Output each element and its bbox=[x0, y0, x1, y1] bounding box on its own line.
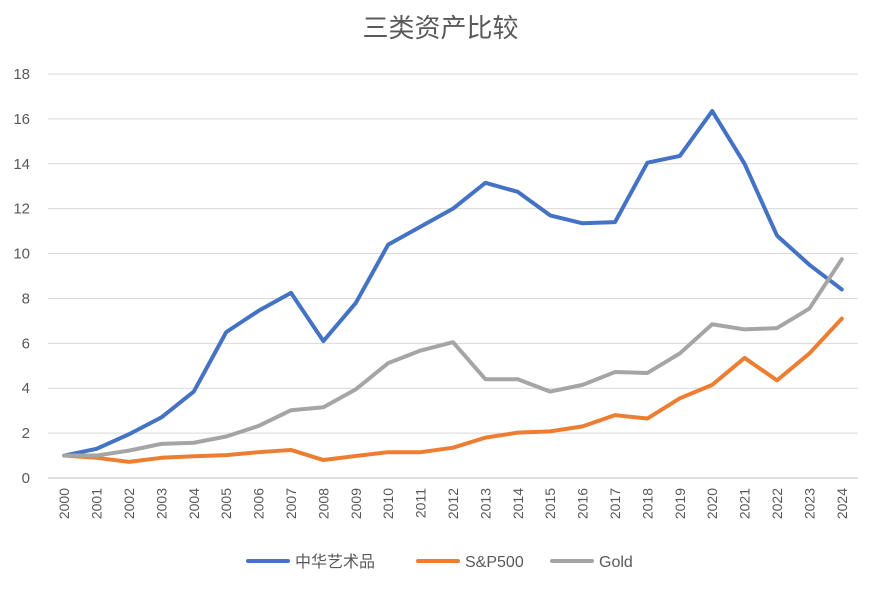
y-tick-label: 18 bbox=[13, 66, 30, 83]
series-line bbox=[62, 316, 844, 464]
y-tick-label: 8 bbox=[22, 290, 30, 307]
gridlines bbox=[48, 73, 858, 479]
y-axis-tick-labels: 0 2 4 6 8 10 12 14 16 18 bbox=[13, 66, 30, 487]
x-tick-label: 2022 bbox=[769, 488, 785, 519]
y-tick-label: 0 bbox=[22, 470, 30, 487]
x-tick-label: 2006 bbox=[251, 488, 267, 519]
x-tick-label: 2002 bbox=[121, 488, 137, 519]
y-tick-label: 4 bbox=[22, 380, 30, 397]
x-tick-label: 2007 bbox=[283, 488, 299, 519]
x-tick-label: 2008 bbox=[315, 488, 331, 519]
y-tick-label: 2 bbox=[22, 425, 30, 442]
x-axis-tick-labels: 2000 2001 2002 2003 2004 2005 2006 2007 2008 2009… bbox=[56, 488, 850, 519]
x-tick-label: 2010 bbox=[380, 488, 396, 519]
x-tick-label: 2016 bbox=[575, 488, 591, 519]
y-tick-label: 6 bbox=[22, 335, 30, 352]
chart-title: 三类资产比较 bbox=[362, 14, 519, 44]
legend-label: Gold bbox=[599, 554, 633, 571]
x-tick-label: 2021 bbox=[737, 488, 753, 519]
x-tick-label: 2003 bbox=[153, 488, 169, 519]
x-tick-label: 2009 bbox=[348, 488, 364, 519]
x-tick-label: 2000 bbox=[56, 488, 72, 519]
series-line bbox=[62, 109, 844, 458]
series-lines bbox=[62, 109, 844, 464]
y-tick-label: 12 bbox=[13, 201, 30, 218]
x-tick-label: 2024 bbox=[834, 488, 850, 519]
x-tick-label: 2012 bbox=[445, 488, 461, 519]
x-tick-label: 2014 bbox=[510, 488, 526, 519]
y-tick-label: 14 bbox=[13, 156, 30, 173]
x-tick-label: 2015 bbox=[542, 488, 558, 519]
x-tick-label: 2020 bbox=[704, 488, 720, 519]
series-line bbox=[62, 257, 844, 458]
y-tick-label: 16 bbox=[13, 111, 30, 128]
x-tick-label: 2005 bbox=[218, 488, 234, 519]
x-tick-label: 2017 bbox=[607, 488, 623, 519]
x-tick-label: 2001 bbox=[89, 488, 105, 519]
x-tick-label: 2004 bbox=[186, 488, 202, 519]
legend: 中华艺术品 S&P500 Gold bbox=[246, 553, 633, 571]
legend-label: 中华艺术品 bbox=[295, 553, 375, 571]
legend-label: S&P500 bbox=[465, 554, 524, 571]
x-tick-label: 2023 bbox=[801, 488, 817, 519]
y-tick-label: 10 bbox=[13, 246, 30, 263]
x-tick-label: 2019 bbox=[672, 488, 688, 519]
x-tick-label: 2013 bbox=[477, 488, 493, 519]
x-tick-label: 2011 bbox=[413, 488, 429, 518]
x-tick-label: 2018 bbox=[639, 488, 655, 519]
